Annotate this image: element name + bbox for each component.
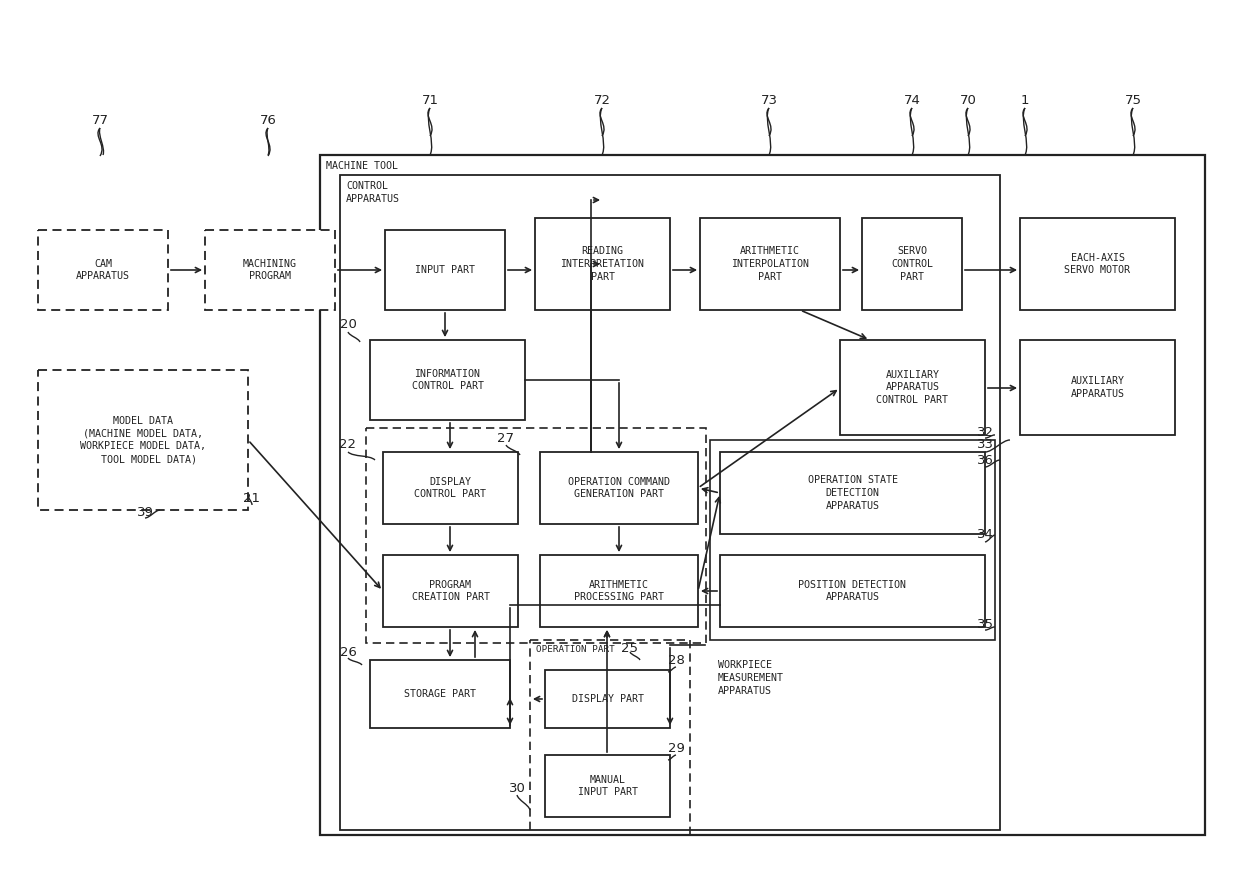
Bar	[366, 428, 706, 643]
Bar	[340, 175, 999, 830]
Text: EACH-AXIS
SERVO MOTOR: EACH-AXIS SERVO MOTOR	[1064, 253, 1131, 275]
Text: ARITHMETIC
INTERPOLATION
PART: ARITHMETIC INTERPOLATION PART	[732, 246, 808, 282]
Text: CONTROL
APPARATUS: CONTROL APPARATUS	[346, 181, 401, 204]
Bar	[1021, 218, 1176, 310]
Bar	[534, 218, 670, 310]
Bar	[38, 230, 167, 310]
Text: READING
INTERPRETATION
PART: READING INTERPRETATION PART	[560, 246, 645, 282]
Text: 76: 76	[259, 114, 277, 127]
Text: 1: 1	[1021, 94, 1029, 107]
Text: AUXILIARY
APPARATUS
CONTROL PART: AUXILIARY APPARATUS CONTROL PART	[877, 369, 949, 405]
Text: DISPLAY PART: DISPLAY PART	[572, 694, 644, 704]
Bar	[384, 230, 505, 310]
Text: 34: 34	[977, 528, 993, 541]
Text: INPUT PART: INPUT PART	[415, 265, 475, 275]
Text: MODEL DATA
(MACHINE MODEL DATA,
WORKPIECE MODEL DATA,
  TOOL MODEL DATA): MODEL DATA (MACHINE MODEL DATA, WORKPIEC…	[81, 415, 206, 464]
Text: MACHINING
PROGRAM: MACHINING PROGRAM	[243, 259, 298, 282]
Text: INFORMATION
CONTROL PART: INFORMATION CONTROL PART	[412, 368, 484, 391]
Bar	[205, 230, 335, 310]
Text: 33: 33	[977, 439, 993, 452]
Text: 26: 26	[340, 646, 356, 659]
Bar	[720, 555, 985, 627]
Text: 21: 21	[243, 492, 260, 505]
Text: CAM
APPARATUS: CAM APPARATUS	[76, 259, 130, 282]
Text: 30: 30	[508, 781, 526, 794]
Text: ARITHMETIC
PROCESSING PART: ARITHMETIC PROCESSING PART	[574, 580, 663, 602]
Text: OPERATION COMMAND
GENERATION PART: OPERATION COMMAND GENERATION PART	[568, 476, 670, 500]
Bar	[370, 660, 510, 728]
Text: 39: 39	[136, 506, 154, 519]
Text: 28: 28	[667, 653, 684, 667]
Text: PROGRAM
CREATION PART: PROGRAM CREATION PART	[412, 580, 490, 602]
Bar	[529, 640, 689, 835]
Bar	[383, 555, 518, 627]
Bar	[711, 440, 994, 640]
Text: 27: 27	[497, 432, 515, 445]
Text: MACHINE TOOL: MACHINE TOOL	[326, 161, 398, 171]
Text: MANUAL
INPUT PART: MANUAL INPUT PART	[578, 774, 637, 798]
Bar	[320, 155, 1205, 835]
Bar	[839, 340, 985, 435]
Text: 75: 75	[1125, 94, 1142, 107]
Text: 36: 36	[977, 454, 993, 467]
Bar	[862, 218, 962, 310]
Bar	[383, 452, 518, 524]
Text: AUXILIARY
APPARATUS: AUXILIARY APPARATUS	[1070, 376, 1125, 399]
Bar	[1021, 340, 1176, 435]
Bar	[546, 755, 670, 817]
Text: 22: 22	[340, 439, 357, 452]
Text: 71: 71	[422, 94, 439, 107]
Bar	[370, 340, 525, 420]
Text: 74: 74	[904, 94, 920, 107]
Text: 70: 70	[960, 94, 976, 107]
Text: DISPLAY
CONTROL PART: DISPLAY CONTROL PART	[414, 476, 486, 500]
Bar	[701, 218, 839, 310]
Text: 77: 77	[92, 114, 109, 127]
Text: 72: 72	[594, 94, 610, 107]
Text: 32: 32	[977, 426, 993, 439]
Text: STORAGE PART: STORAGE PART	[404, 689, 476, 699]
Bar	[539, 452, 698, 524]
Text: POSITION DETECTION
APPARATUS: POSITION DETECTION APPARATUS	[799, 580, 906, 602]
Bar	[546, 670, 670, 728]
Text: 25: 25	[621, 641, 639, 654]
Text: OPERATION STATE
DETECTION
APPARATUS: OPERATION STATE DETECTION APPARATUS	[807, 475, 898, 511]
Text: OPERATION PART: OPERATION PART	[536, 645, 615, 654]
Text: 73: 73	[760, 94, 777, 107]
Bar	[539, 555, 698, 627]
Bar	[720, 452, 985, 534]
Text: WORKPIECE
MEASUREMENT
APPARATUS: WORKPIECE MEASUREMENT APPARATUS	[718, 660, 784, 695]
Text: 20: 20	[340, 319, 356, 331]
Text: SERVO
CONTROL
PART: SERVO CONTROL PART	[892, 246, 932, 282]
Text: 35: 35	[977, 619, 993, 632]
Bar	[38, 370, 248, 510]
Text: 29: 29	[667, 741, 684, 754]
